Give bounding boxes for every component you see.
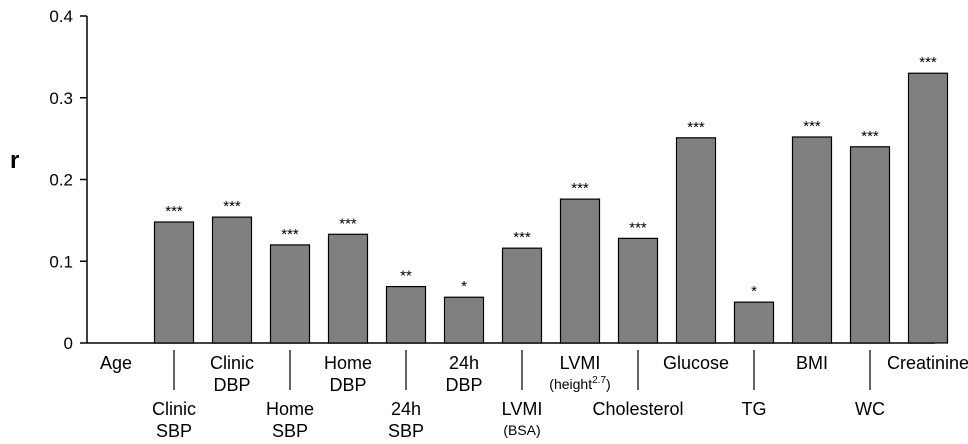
x-tick-label: Creatinine bbox=[887, 353, 968, 373]
significance-label: ** bbox=[400, 268, 412, 285]
bar bbox=[675, 137, 717, 344]
significance-label: *** bbox=[919, 54, 937, 71]
x-tick-label: WC bbox=[855, 399, 885, 419]
y-tick-label: 0.3 bbox=[49, 89, 73, 108]
y-tick-label: 0.1 bbox=[49, 252, 73, 271]
significance-label: * bbox=[751, 283, 757, 300]
x-tick-label: DBP bbox=[445, 375, 482, 395]
significance-label: *** bbox=[513, 229, 531, 246]
bar bbox=[849, 146, 891, 344]
bars: *** ********************************** bbox=[153, 54, 949, 344]
x-tick-label: SBP bbox=[156, 421, 192, 441]
x-tick-sublabel: (height2.7) bbox=[549, 375, 610, 392]
significance-label: *** bbox=[223, 198, 241, 215]
bar bbox=[791, 136, 833, 344]
significance-label: *** bbox=[861, 128, 879, 145]
y-tick-label: 0.4 bbox=[49, 7, 73, 26]
significance-label: *** bbox=[803, 118, 821, 135]
x-tick-label: Home bbox=[324, 353, 372, 373]
x-tick-label: TG bbox=[742, 399, 767, 419]
bar bbox=[907, 72, 949, 344]
x-tick-label: SBP bbox=[272, 421, 308, 441]
x-tick-label: Clinic bbox=[152, 399, 196, 419]
bar bbox=[211, 216, 253, 344]
x-tick-label: Clinic bbox=[210, 353, 254, 373]
bar bbox=[385, 285, 427, 344]
y-tick-label: 0.2 bbox=[49, 171, 73, 190]
bar bbox=[617, 237, 659, 344]
x-tick-labels: AgeClinicSBPClinicDBPHomeSBPHomeDBP24hSB… bbox=[100, 350, 968, 441]
x-tick-label: Cholesterol bbox=[592, 399, 683, 419]
y-tick-label: 0 bbox=[64, 334, 73, 353]
x-tick-sublabel: (BSA) bbox=[503, 422, 540, 438]
x-tick-label: Age bbox=[100, 353, 132, 373]
bar bbox=[733, 301, 775, 344]
bar bbox=[501, 247, 543, 344]
bar bbox=[153, 221, 195, 344]
significance-label: * bbox=[461, 278, 467, 295]
bar bbox=[327, 233, 369, 344]
x-tick-label: SBP bbox=[388, 421, 424, 441]
significance-label: *** bbox=[629, 219, 647, 236]
significance-label: *** bbox=[687, 119, 705, 136]
x-tick-label: Glucose bbox=[663, 353, 729, 373]
x-tick-label: Home bbox=[266, 399, 314, 419]
bar bbox=[559, 198, 601, 344]
bar bbox=[443, 296, 485, 344]
x-tick-label: DBP bbox=[213, 375, 250, 395]
significance-label: *** bbox=[165, 203, 183, 220]
y-ticks: 0 0.1 0.2 0.3 0.4 bbox=[49, 7, 87, 353]
significance-label: *** bbox=[281, 226, 299, 243]
bar bbox=[269, 244, 311, 344]
y-axis-label: r bbox=[10, 147, 19, 174]
x-tick-label: 24h bbox=[449, 353, 479, 373]
significance-label: *** bbox=[571, 180, 589, 197]
x-tick-label: LVMI bbox=[560, 353, 601, 373]
x-tick-label: BMI bbox=[796, 353, 828, 373]
x-tick-label: LVMI bbox=[502, 399, 543, 419]
x-tick-label: DBP bbox=[329, 375, 366, 395]
x-tick-label: 24h bbox=[391, 399, 421, 419]
significance-label: *** bbox=[339, 215, 357, 232]
